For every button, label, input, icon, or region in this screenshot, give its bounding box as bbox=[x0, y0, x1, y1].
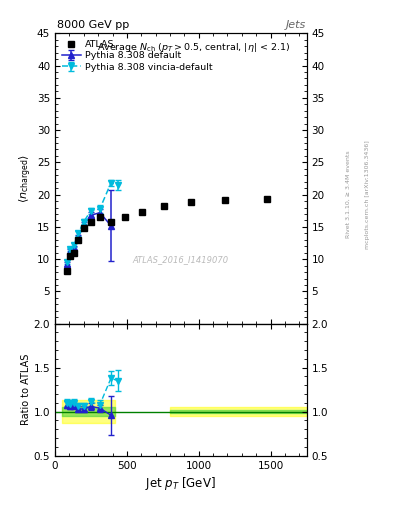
ATLAS bbox=[72, 250, 77, 256]
ATLAS bbox=[264, 196, 269, 202]
X-axis label: Jet $p_T$ [GeV]: Jet $p_T$ [GeV] bbox=[145, 475, 216, 492]
ATLAS bbox=[68, 253, 73, 259]
ATLAS bbox=[140, 209, 145, 215]
Text: mcplots.cern.ch [arXiv:1306.3436]: mcplots.cern.ch [arXiv:1306.3436] bbox=[365, 140, 370, 249]
Text: Average $N_{\rm ch}$ ($p_T>0.5$, central, $|\eta|$ < 2.1): Average $N_{\rm ch}$ ($p_T>0.5$, central… bbox=[97, 40, 290, 54]
ATLAS bbox=[189, 199, 193, 205]
Y-axis label: $\langle n_{\rm charged} \rangle$: $\langle n_{\rm charged} \rangle$ bbox=[18, 154, 34, 203]
ATLAS bbox=[222, 197, 227, 203]
Y-axis label: Ratio to ATLAS: Ratio to ATLAS bbox=[21, 354, 31, 425]
ATLAS bbox=[97, 214, 102, 220]
ATLAS bbox=[64, 268, 69, 274]
ATLAS bbox=[76, 237, 81, 243]
Text: 8000 GeV pp: 8000 GeV pp bbox=[57, 19, 129, 30]
Text: ATLAS_2016_I1419070: ATLAS_2016_I1419070 bbox=[133, 255, 229, 264]
Text: Rivet 3.1.10, ≥ 3.4M events: Rivet 3.1.10, ≥ 3.4M events bbox=[345, 151, 350, 239]
ATLAS bbox=[108, 219, 113, 225]
ATLAS bbox=[317, 186, 322, 193]
ATLAS bbox=[81, 225, 86, 231]
ATLAS bbox=[88, 219, 93, 225]
Text: Jets: Jets bbox=[285, 19, 306, 30]
ATLAS bbox=[162, 203, 166, 209]
Line: ATLAS: ATLAS bbox=[64, 186, 323, 274]
Legend: ATLAS, Pythia 8.308 default, Pythia 8.308 vincia-default: ATLAS, Pythia 8.308 default, Pythia 8.30… bbox=[60, 38, 215, 74]
ATLAS bbox=[123, 214, 127, 220]
